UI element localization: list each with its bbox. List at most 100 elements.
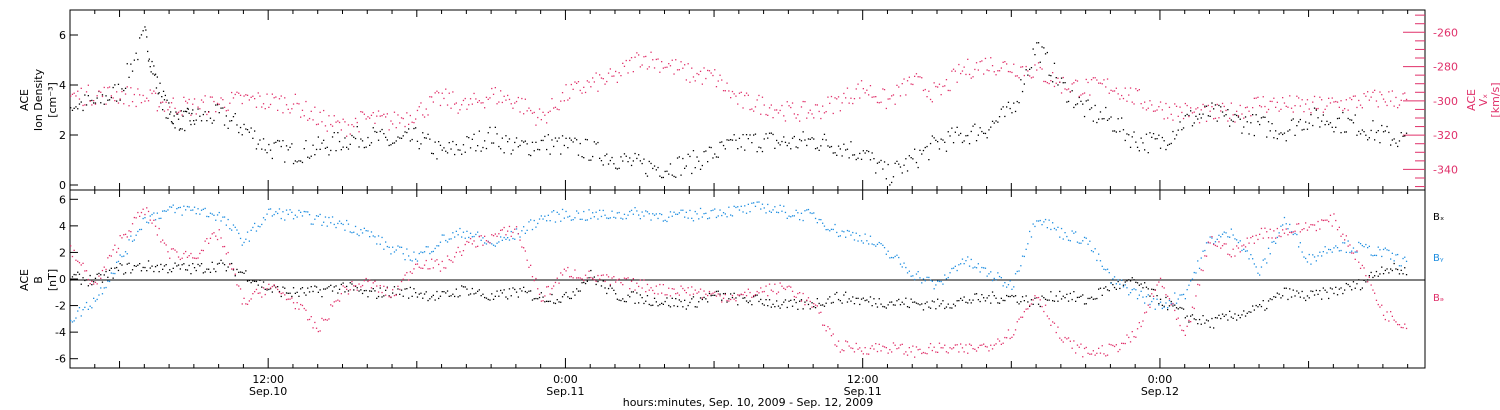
data-point bbox=[638, 54, 640, 56]
data-point bbox=[873, 96, 875, 98]
density-axis-title-line1: ACE bbox=[18, 89, 31, 111]
data-point bbox=[202, 113, 204, 116]
data-point bbox=[70, 279, 72, 281]
data-point bbox=[1174, 103, 1176, 105]
data-point bbox=[96, 95, 98, 97]
data-point bbox=[685, 165, 687, 167]
data-point bbox=[894, 344, 896, 346]
data-point bbox=[1085, 346, 1087, 349]
data-point bbox=[1158, 134, 1160, 136]
data-point bbox=[1023, 74, 1025, 77]
data-point bbox=[130, 235, 132, 237]
data-point bbox=[1315, 108, 1317, 110]
data-point bbox=[1200, 257, 1202, 259]
data-point bbox=[772, 290, 774, 293]
data-point bbox=[889, 184, 891, 186]
data-point bbox=[592, 77, 594, 79]
data-point bbox=[914, 75, 916, 77]
data-point bbox=[284, 294, 286, 296]
data-point bbox=[162, 90, 165, 92]
data-point bbox=[561, 92, 564, 94]
data-point bbox=[266, 152, 268, 154]
data-point bbox=[507, 298, 509, 300]
data-point bbox=[531, 141, 534, 143]
data-point bbox=[694, 289, 696, 291]
data-point bbox=[829, 230, 831, 232]
data-point bbox=[105, 286, 107, 289]
data-point bbox=[827, 228, 829, 231]
data-point bbox=[1244, 246, 1247, 248]
data-point bbox=[1299, 105, 1301, 107]
data-point bbox=[561, 208, 564, 211]
data-point bbox=[395, 127, 397, 129]
x-tick-time-label: 0:00 bbox=[1148, 373, 1173, 386]
data-point bbox=[137, 211, 139, 214]
data-point bbox=[1227, 319, 1229, 321]
data-point bbox=[126, 86, 128, 88]
data-point bbox=[1055, 295, 1057, 297]
data-point bbox=[609, 285, 611, 287]
data-point bbox=[179, 206, 181, 209]
data-point bbox=[834, 152, 836, 154]
data-point bbox=[1057, 226, 1059, 228]
data-point bbox=[369, 117, 371, 119]
data-point bbox=[1080, 295, 1082, 297]
data-point bbox=[581, 156, 583, 158]
data-point bbox=[312, 223, 314, 225]
data-point bbox=[199, 252, 201, 255]
data-point bbox=[800, 106, 803, 108]
data-point bbox=[611, 287, 613, 289]
data-point bbox=[777, 112, 780, 114]
data-point bbox=[185, 100, 187, 102]
data-point bbox=[1000, 108, 1002, 110]
data-point bbox=[896, 254, 898, 256]
data-point bbox=[303, 307, 305, 310]
data-point bbox=[852, 296, 854, 298]
data-point bbox=[1122, 284, 1125, 286]
data-point bbox=[554, 281, 557, 284]
data-point bbox=[781, 304, 783, 306]
data-point bbox=[724, 293, 726, 296]
data-point bbox=[1358, 99, 1360, 102]
data-point bbox=[107, 99, 109, 101]
data-point bbox=[687, 304, 689, 307]
data-point bbox=[300, 303, 302, 306]
data-point bbox=[1184, 317, 1186, 319]
data-point bbox=[906, 272, 909, 274]
data-point bbox=[1223, 115, 1225, 117]
data-point bbox=[664, 170, 666, 173]
data-point bbox=[933, 288, 935, 290]
data-point bbox=[929, 98, 932, 101]
data-point bbox=[477, 245, 479, 247]
data-point bbox=[1301, 99, 1303, 101]
data-point bbox=[1163, 287, 1165, 289]
data-point bbox=[1398, 265, 1401, 267]
data-point bbox=[1018, 303, 1020, 305]
data-point bbox=[560, 100, 562, 102]
data-point bbox=[278, 98, 281, 100]
data-point bbox=[1328, 97, 1330, 99]
data-point bbox=[278, 290, 281, 293]
data-point bbox=[788, 215, 790, 217]
data-point bbox=[98, 90, 100, 92]
data-point bbox=[292, 287, 295, 289]
data-point bbox=[1315, 289, 1317, 292]
data-point bbox=[839, 148, 841, 150]
data-point bbox=[889, 257, 891, 259]
top-panel-series bbox=[70, 26, 1408, 186]
data-point bbox=[1319, 251, 1321, 253]
data-point bbox=[908, 76, 910, 78]
data-point bbox=[103, 103, 105, 105]
data-point bbox=[1184, 298, 1186, 300]
data-point bbox=[271, 291, 273, 293]
data-point bbox=[593, 81, 595, 83]
data-point bbox=[938, 148, 941, 150]
data-point bbox=[1136, 328, 1139, 330]
data-point bbox=[512, 237, 514, 240]
data-point bbox=[1365, 95, 1367, 97]
data-point bbox=[937, 280, 939, 282]
data-point bbox=[577, 81, 580, 83]
data-point bbox=[94, 300, 97, 302]
data-point bbox=[542, 300, 544, 302]
data-point bbox=[360, 111, 362, 113]
